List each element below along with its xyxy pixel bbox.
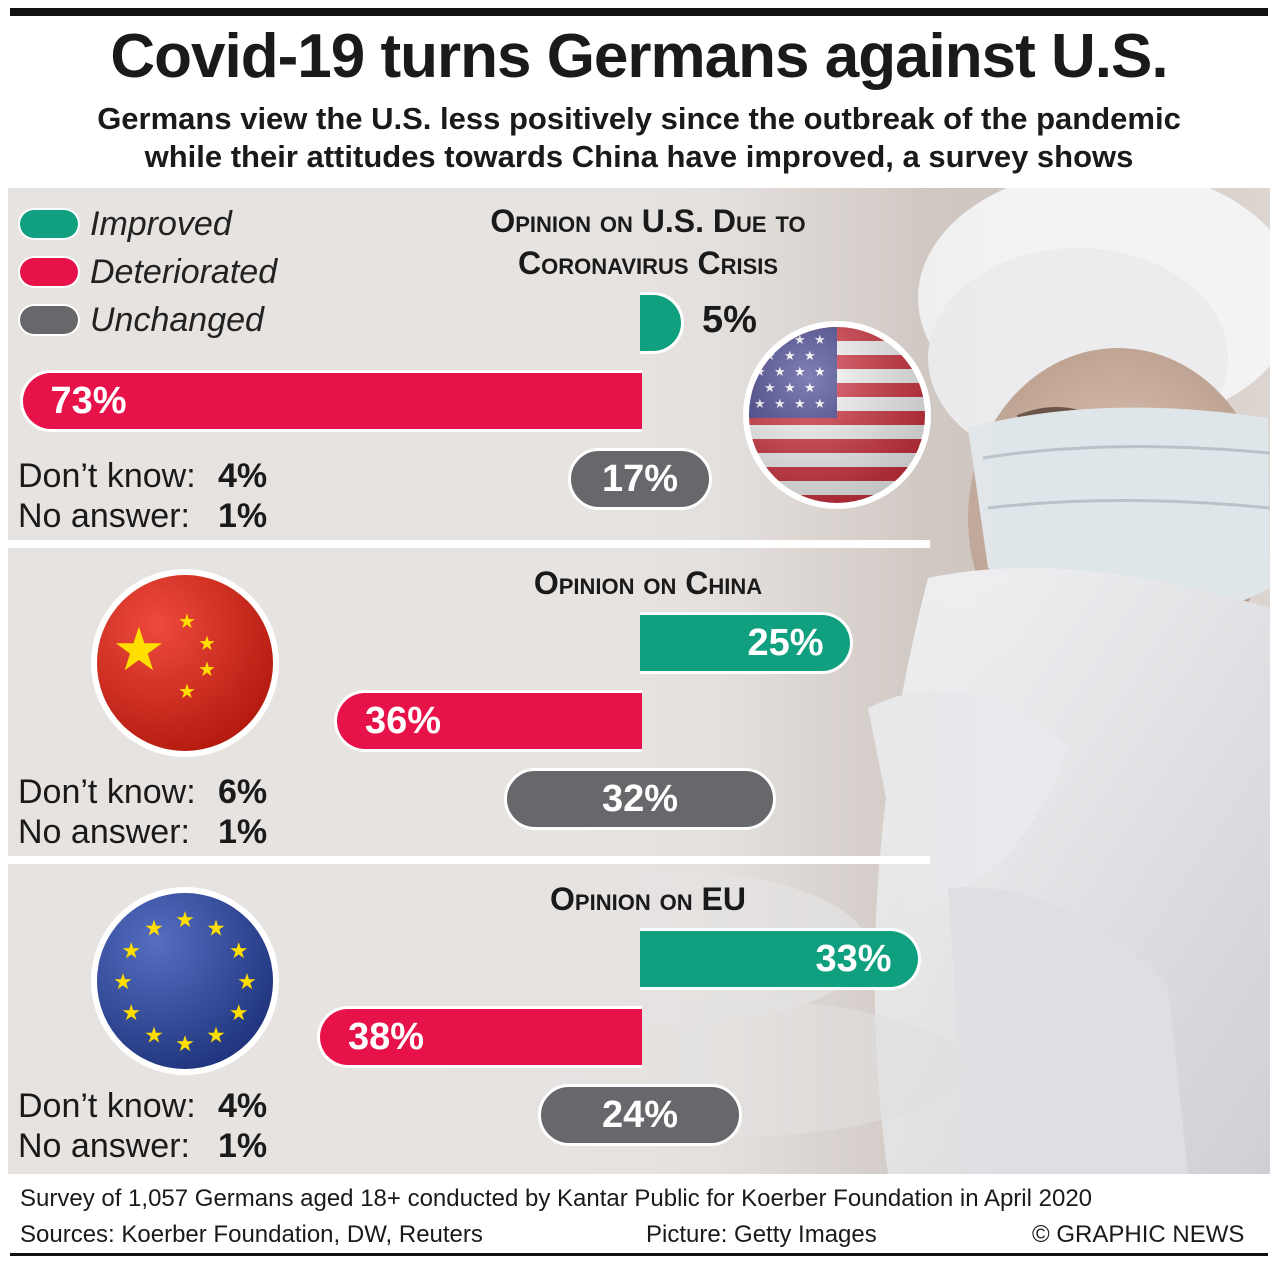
panel-title-line: Coronavirus Crisis <box>517 245 779 281</box>
bar-unchanged-us: 17% <box>567 448 713 510</box>
page-subtitle: Germans view the U.S. less positively si… <box>0 100 1278 176</box>
legend-swatch-unchanged <box>20 306 78 334</box>
legend-swatch-deteriorated <box>20 258 78 286</box>
panel-divider <box>8 540 930 548</box>
note-label: Don’t know: <box>18 773 196 811</box>
bar-unchanged-china: 32% <box>504 768 776 830</box>
eu-star-icon: ★ <box>229 939 249 964</box>
bar-deteriorated-eu: 38% <box>317 1006 642 1068</box>
value-label-deteriorated-china: 36% <box>365 700 442 742</box>
eu-star-icon: ★ <box>144 916 164 941</box>
note-label: No answer: <box>18 1127 190 1165</box>
panel-title-line: Opinion on EU <box>550 881 746 917</box>
svg-text:★: ★ <box>754 333 766 348</box>
bar-improved-eu: 33% <box>640 928 921 990</box>
no-answer-us: No answer: 1% <box>18 496 267 536</box>
value-label-deteriorated-eu: 38% <box>348 1016 425 1058</box>
svg-text:★: ★ <box>178 679 196 703</box>
dont-know-us: Don’t know: 4% <box>18 456 267 496</box>
note-value: 4% <box>218 457 268 495</box>
note-label: No answer: <box>18 497 190 535</box>
eu-star-icon: ★ <box>206 916 226 941</box>
svg-text:★: ★ <box>178 609 196 633</box>
bar-deteriorated-us: 73% <box>19 370 642 432</box>
eu-flag-icon: ★ ★★★★★★★★★★★ <box>91 887 279 1075</box>
survey-note: Survey of 1,057 Germans aged 18+ conduct… <box>20 1185 1093 1212</box>
no-answer-eu: No answer: 1% <box>18 1126 267 1166</box>
svg-text:★: ★ <box>112 615 166 685</box>
note-value: 4% <box>218 1087 268 1125</box>
eu-star-icon: ★ <box>175 908 195 933</box>
note-label: Don’t know: <box>18 457 196 495</box>
eu-star-icon: ★ <box>121 1001 141 1026</box>
legend-swatch-improved <box>20 210 78 238</box>
note-label: No answer: <box>18 813 190 851</box>
eu-star-icon: ★ <box>237 970 257 995</box>
legend-label: Unchanged <box>90 301 264 339</box>
usa-flag-icon: ★★★★ ★★★ ★★★★ ★★★ ★★★★ <box>743 321 931 509</box>
picture-credit: Picture: Getty Images <box>646 1221 877 1248</box>
top-rule <box>10 8 1268 16</box>
value-label-unchanged-us: 17% <box>601 458 679 500</box>
panel-title-us: Opinion on U.S. Due to Coronavirus Crisi… <box>428 200 868 284</box>
eu-star-icon: ★ <box>175 1032 195 1057</box>
value-label-improved-us: 5% <box>702 299 757 341</box>
note-value: 6% <box>218 773 268 811</box>
no-answer-china: No answer: 1% <box>18 812 267 852</box>
note-value: 1% <box>218 813 268 851</box>
eu-star-icon: ★ <box>121 939 141 964</box>
bar-improved-china: 25% <box>640 612 853 674</box>
note-label: Don’t know: <box>18 1087 196 1125</box>
dont-know-china: Don’t know: 6% <box>18 772 267 812</box>
panel-title-line: Opinion on China <box>533 565 763 601</box>
note-value: 1% <box>218 497 268 535</box>
sources-note: Sources: Koerber Foundation, DW, Reuters <box>20 1221 483 1248</box>
eu-star-icon: ★ <box>206 1024 226 1049</box>
bar-unchanged-eu: 24% <box>538 1084 742 1146</box>
eu-star-icon: ★ <box>113 970 133 995</box>
panel-title-eu: Opinion on EU <box>428 878 868 920</box>
eu-star-icon: ★ <box>229 1001 249 1026</box>
bar-deteriorated-china: 36% <box>334 690 642 752</box>
bottom-rule <box>10 1253 1268 1256</box>
copyright: © GRAPHIC NEWS <box>1032 1221 1245 1248</box>
dont-know-eu: Don’t know: 4% <box>18 1086 267 1126</box>
panel-title-line: Opinion on U.S. Due to <box>490 203 806 239</box>
subtitle-line-2: while their attitudes towards China have… <box>144 139 1134 174</box>
panel-title-china: Opinion on China <box>428 562 868 604</box>
svg-text:★: ★ <box>198 631 216 655</box>
value-label-deteriorated-us: 73% <box>50 380 127 422</box>
legend-label: Deteriorated <box>90 253 278 291</box>
page-title: Covid-19 turns Germans against U.S. <box>110 22 1168 91</box>
eu-star-icon: ★ <box>144 1024 164 1049</box>
china-flag-icon: ★ ★ ★ ★ ★ <box>91 569 279 757</box>
value-label-improved-china: 25% <box>747 622 824 664</box>
value-label-improved-eu: 33% <box>815 938 892 980</box>
note-value: 1% <box>218 1127 268 1165</box>
panel-divider <box>8 856 930 864</box>
subtitle-line-1: Germans view the U.S. less positively si… <box>97 101 1181 136</box>
chart-area: Improved Deteriorated Unchanged Opinion … <box>8 188 1270 1174</box>
svg-text:★: ★ <box>198 657 216 681</box>
value-label-unchanged-eu: 24% <box>601 1094 679 1136</box>
legend-label: Improved <box>90 205 232 243</box>
value-label-unchanged-china: 32% <box>601 778 679 820</box>
